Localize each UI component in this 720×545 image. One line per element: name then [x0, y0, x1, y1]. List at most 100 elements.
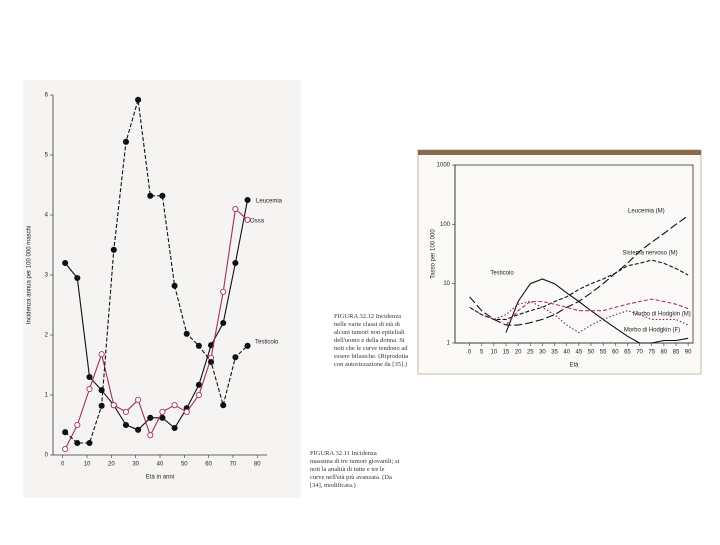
series-label: Morbo di Hodgkin (M)	[633, 312, 691, 318]
x-axis-label: Età	[569, 363, 579, 369]
point	[147, 414, 154, 421]
y-tick-label: 10	[443, 281, 450, 287]
point	[98, 351, 105, 358]
x-tick-label: 90	[685, 350, 692, 356]
series-line	[469, 259, 689, 320]
point	[62, 445, 69, 453]
x-tick-label: 80	[661, 350, 668, 356]
point	[135, 426, 142, 433]
x-tick-label: 45	[576, 350, 583, 356]
x-tick-label: 5	[480, 350, 484, 356]
series-line	[64, 99, 248, 444]
x-tick-label: 10	[491, 350, 498, 356]
x-tick-label: 10	[84, 462, 91, 468]
point	[135, 96, 142, 103]
left-card	[23, 80, 301, 498]
series-label: Sistema nervoso (M)	[622, 251, 677, 257]
x-tick-label: 35	[551, 350, 558, 356]
series-label: Morbo di Hodgkin (F)	[624, 328, 680, 334]
x-tick-label: 60	[205, 462, 212, 468]
point	[74, 274, 81, 282]
point	[195, 381, 202, 388]
point	[183, 408, 190, 415]
point	[110, 402, 117, 409]
point	[74, 439, 81, 447]
point	[232, 259, 239, 267]
point	[86, 385, 93, 393]
y-tick-label: 1	[447, 341, 451, 347]
y-tick-label: 3	[45, 273, 49, 279]
point	[171, 424, 178, 432]
x-tick-label: 50	[588, 350, 595, 356]
caption: FIGURA 32.11 Incidenza massima di tre tu…	[310, 450, 400, 489]
x-tick-label: 30	[539, 350, 546, 356]
series-line	[505, 278, 689, 344]
x-tick-label: 60	[612, 350, 619, 356]
x-tick-label: 80	[254, 462, 261, 468]
point	[74, 421, 81, 429]
x-tick-label: 20	[515, 350, 522, 356]
x-tick-label: 55	[600, 350, 607, 356]
x-tick-label: 70	[636, 350, 643, 356]
point	[220, 319, 227, 327]
point	[159, 408, 166, 415]
series-line	[469, 300, 689, 334]
x-tick-label: 70	[230, 462, 237, 468]
point	[159, 192, 166, 199]
series-label: Leucemia (M)	[628, 209, 665, 215]
point	[62, 259, 69, 267]
y-axis-label: Tasso per 100 000	[431, 229, 437, 279]
y-tick-label: 6	[45, 93, 49, 99]
series-line	[64, 207, 248, 450]
series-label: Leucemia	[256, 199, 283, 205]
y-tick-label: 2	[45, 333, 49, 339]
series-label: Testicolo	[490, 271, 514, 277]
right-card-band	[418, 150, 701, 155]
y-tick-label: 1000	[437, 163, 451, 169]
y-axis-label: Incidenza annua per 100 000 maschi	[27, 226, 33, 324]
y-tick-label: 100	[440, 222, 451, 228]
point	[183, 330, 190, 337]
point	[98, 402, 105, 409]
series-label: Testicolo	[255, 340, 279, 346]
plot-frame	[454, 164, 694, 344]
series-line	[64, 199, 249, 431]
x-tick-label: 40	[563, 350, 570, 356]
y-tick-label: 4	[45, 213, 49, 219]
point	[135, 396, 142, 403]
point	[171, 282, 178, 289]
x-tick-label: 20	[108, 462, 115, 468]
x-tick-label: 65	[624, 350, 631, 356]
point	[244, 216, 251, 223]
x-tick-label: 25	[527, 350, 534, 356]
x-tick-label: 0	[61, 462, 65, 468]
point	[147, 192, 154, 199]
x-tick-label: 30	[132, 462, 139, 468]
point	[171, 402, 178, 409]
point	[244, 342, 251, 349]
x-tick-label: 50	[181, 462, 188, 468]
x-tick-label: 0	[468, 350, 472, 356]
point	[232, 205, 239, 213]
point	[110, 246, 117, 253]
point	[122, 408, 130, 415]
point	[232, 354, 239, 361]
x-tick-label: 85	[673, 350, 680, 356]
y-tick-label: 0	[45, 453, 49, 459]
point	[244, 196, 251, 204]
point	[147, 432, 154, 439]
point	[62, 429, 69, 436]
series-label: Ossa	[250, 219, 265, 225]
point	[195, 342, 202, 349]
x-axis-label: Età in anni	[146, 475, 174, 481]
y-tick-label: 5	[45, 153, 49, 159]
point	[220, 288, 227, 295]
point	[86, 439, 93, 447]
x-tick-label: 15	[503, 350, 510, 356]
y-tick-label: 1	[45, 393, 49, 399]
point	[122, 421, 130, 429]
point	[86, 373, 93, 381]
point	[220, 402, 227, 409]
